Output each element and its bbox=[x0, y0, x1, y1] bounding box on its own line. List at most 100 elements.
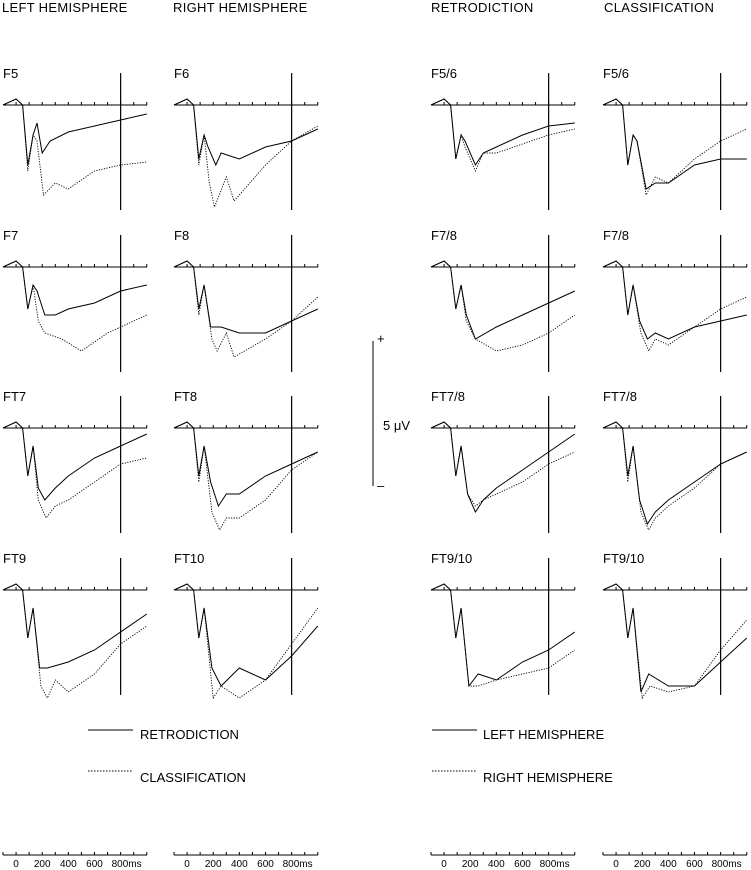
panel-ft9-10: FT9/10 bbox=[430, 551, 576, 695]
series-dotted bbox=[602, 583, 748, 700]
electrode-label: F5/6 bbox=[431, 66, 457, 81]
electrode-label: F6 bbox=[174, 66, 189, 81]
panel-ft9: FT9 bbox=[2, 551, 148, 700]
panel-f5-6: F5/6 bbox=[430, 66, 576, 210]
series-dotted bbox=[430, 260, 576, 352]
legend-hemispheres: LEFT HEMISPHERE RIGHT HEMISPHERE bbox=[432, 727, 613, 785]
time-tick-label: 600 bbox=[86, 859, 103, 870]
time-tick-label: 0 bbox=[13, 859, 19, 870]
panel-f7-8: F7/8 bbox=[430, 228, 576, 372]
series-dotted bbox=[602, 260, 747, 353]
series-solid bbox=[602, 583, 748, 693]
series-dotted bbox=[602, 98, 747, 197]
electrode-label: F7/8 bbox=[431, 228, 457, 243]
scale-bar: + 5 μV – bbox=[372, 331, 410, 493]
time-tick-label: 0 bbox=[613, 859, 619, 870]
panel-ft7: FT7 bbox=[2, 389, 148, 533]
panel-ft7-8: FT7/8 bbox=[602, 389, 748, 533]
series-solid bbox=[430, 98, 575, 167]
series-solid bbox=[430, 421, 576, 514]
series-dotted bbox=[430, 98, 575, 173]
scale-minus: – bbox=[377, 478, 385, 493]
panel-f7: F7 bbox=[2, 228, 148, 372]
time-tick-label: 0 bbox=[184, 859, 190, 870]
time-tick-label: 400 bbox=[660, 859, 677, 870]
electrode-label: FT7/8 bbox=[603, 389, 637, 404]
panel-ft9-10: FT9/10 bbox=[602, 551, 748, 700]
col-header-left-hemisphere: LEFT HEMISPHERE bbox=[2, 0, 128, 15]
time-tick-label: 0 bbox=[441, 859, 447, 870]
legend-classification: CLASSIFICATION bbox=[140, 770, 246, 785]
series-solid bbox=[430, 583, 576, 688]
electrode-label: FT8 bbox=[174, 389, 197, 404]
time-tick-label: 200 bbox=[634, 859, 651, 870]
time-tick-label: 200 bbox=[34, 859, 51, 870]
col-header-right-hemisphere: RIGHT HEMISPHERE bbox=[173, 0, 308, 15]
series-dotted bbox=[173, 583, 319, 700]
time-axis: 0 200 400 600 800ms bbox=[602, 852, 748, 870]
panel-f6: F6 bbox=[173, 66, 319, 210]
time-axis: 0 200 400 600 800ms bbox=[2, 852, 148, 870]
time-tick-label: 400 bbox=[60, 859, 77, 870]
scale-label: 5 μV bbox=[383, 418, 410, 433]
series-solid bbox=[602, 421, 748, 526]
series-dotted bbox=[2, 260, 147, 352]
series-dotted bbox=[2, 98, 147, 196]
col-header-classification: CLASSIFICATION bbox=[604, 0, 714, 15]
series-solid bbox=[2, 260, 147, 316]
electrode-label: F5 bbox=[3, 66, 18, 81]
col-header-retrodiction: RETRODICTION bbox=[431, 0, 534, 15]
series-solid bbox=[173, 421, 319, 508]
time-tick-label: 800ms bbox=[112, 859, 142, 870]
electrode-label: F5/6 bbox=[603, 66, 629, 81]
series-solid bbox=[2, 421, 148, 501]
series-dotted bbox=[173, 260, 319, 358]
panel-f8: F8 bbox=[173, 228, 319, 372]
legend-left-hemisphere: LEFT HEMISPHERE bbox=[483, 727, 604, 742]
series-solid bbox=[2, 98, 147, 166]
series-dotted bbox=[430, 421, 575, 507]
electrode-label: FT9/10 bbox=[431, 551, 472, 566]
electrode-label: F8 bbox=[174, 228, 189, 243]
electrode-label: FT7/8 bbox=[431, 389, 465, 404]
time-tick-label: 600 bbox=[257, 859, 274, 870]
time-tick-label: 600 bbox=[686, 859, 703, 870]
time-tick-label: 600 bbox=[514, 859, 531, 870]
series-solid bbox=[2, 583, 148, 669]
time-tick-label: 800ms bbox=[283, 859, 313, 870]
panel-f5-6: F5/6 bbox=[602, 66, 748, 210]
legend-conditions: RETRODICTION CLASSIFICATION bbox=[88, 727, 246, 785]
time-tick-label: 200 bbox=[462, 859, 479, 870]
panel-f7-8: F7/8 bbox=[602, 228, 748, 372]
series-dotted bbox=[602, 421, 747, 532]
electrode-label: F7 bbox=[3, 228, 18, 243]
time-tick-label: 400 bbox=[231, 859, 248, 870]
electrode-label: FT7 bbox=[3, 389, 26, 404]
series-dotted bbox=[2, 583, 148, 700]
electrode-label: FT9 bbox=[3, 551, 26, 566]
series-dotted bbox=[173, 421, 319, 532]
time-tick-label: 200 bbox=[205, 859, 222, 870]
series-solid bbox=[602, 98, 747, 190]
series-solid bbox=[173, 583, 319, 687]
erp-panels: F5 F6 F5/6 F5/6 F7 F8 F7/8 F7/8 FT7 FT8 FT7/8 FT7/8… bbox=[2, 66, 748, 700]
scale-plus: + bbox=[377, 331, 385, 346]
electrode-label: FT10 bbox=[174, 551, 204, 566]
legend-retrodiction: RETRODICTION bbox=[140, 727, 239, 742]
time-tick-label: 800ms bbox=[540, 859, 570, 870]
time-tick-label: 800ms bbox=[712, 859, 742, 870]
series-solid bbox=[602, 260, 747, 340]
series-dotted bbox=[173, 98, 319, 209]
electrode-label: F7/8 bbox=[603, 228, 629, 243]
column-headers: LEFT HEMISPHERE RIGHT HEMISPHERE RETRODI… bbox=[2, 0, 714, 15]
series-dotted bbox=[2, 421, 147, 519]
panel-ft8: FT8 bbox=[173, 389, 319, 533]
panel-ft10: FT10 bbox=[173, 551, 319, 700]
series-dotted bbox=[430, 583, 576, 687]
time-tick-label: 400 bbox=[488, 859, 505, 870]
series-solid bbox=[173, 98, 319, 167]
time-axes: 0 200 400 600 800ms 0 200 400 600 800ms 0 200 400 600… bbox=[2, 852, 748, 870]
series-solid bbox=[430, 260, 576, 340]
panel-f5: F5 bbox=[2, 66, 148, 210]
